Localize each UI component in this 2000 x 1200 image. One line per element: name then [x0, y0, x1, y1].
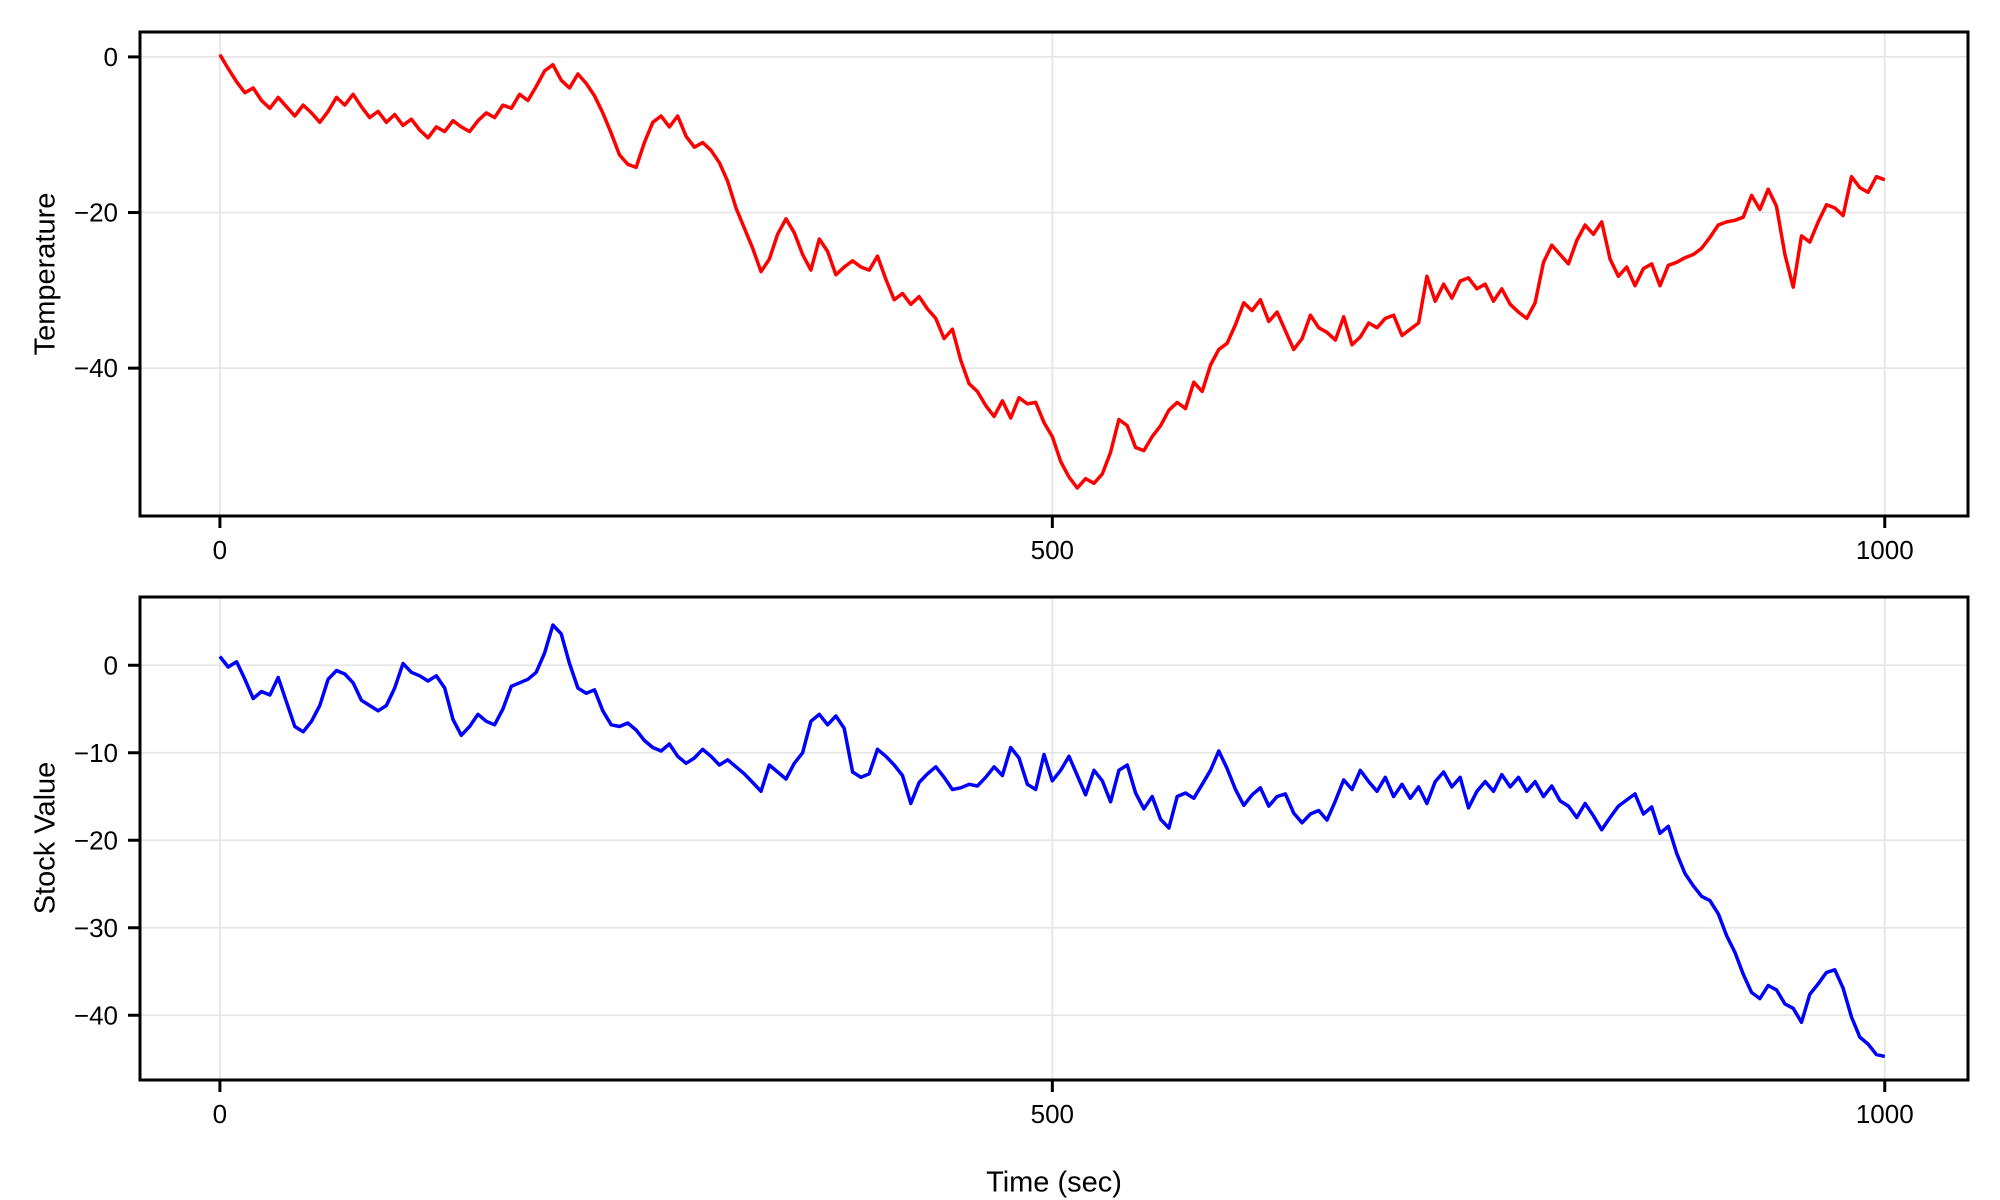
plot-border [138, 30, 1970, 518]
y-tick-label: −20 [74, 825, 118, 855]
x-tick-label: 1000 [1856, 1099, 1914, 1129]
plot-border [138, 595, 1970, 1082]
x-tick-label: 0 [213, 1099, 227, 1129]
y-tick-label: 0 [104, 650, 118, 680]
x-tick-label: 500 [1031, 535, 1074, 565]
y-tick-label: 0 [104, 42, 118, 72]
y-axis-label-temperature: Temperature [29, 192, 62, 356]
x-tick-label: 1000 [1856, 535, 1914, 565]
x-axis-label-time: Time (sec) [986, 1166, 1122, 1199]
temperature-line [218, 53, 1886, 490]
stock-value-line [218, 623, 1886, 1059]
y-tick-label: −30 [74, 913, 118, 943]
y-tick-label: −20 [74, 198, 118, 228]
y-tick-label: −10 [74, 738, 118, 768]
y-axis-label-stock-value: Stock Value [29, 761, 62, 915]
x-tick-label: 500 [1031, 1099, 1074, 1129]
y-tick-label: −40 [74, 1000, 118, 1030]
y-tick-label: −40 [74, 353, 118, 383]
x-tick-label: 0 [213, 535, 227, 565]
